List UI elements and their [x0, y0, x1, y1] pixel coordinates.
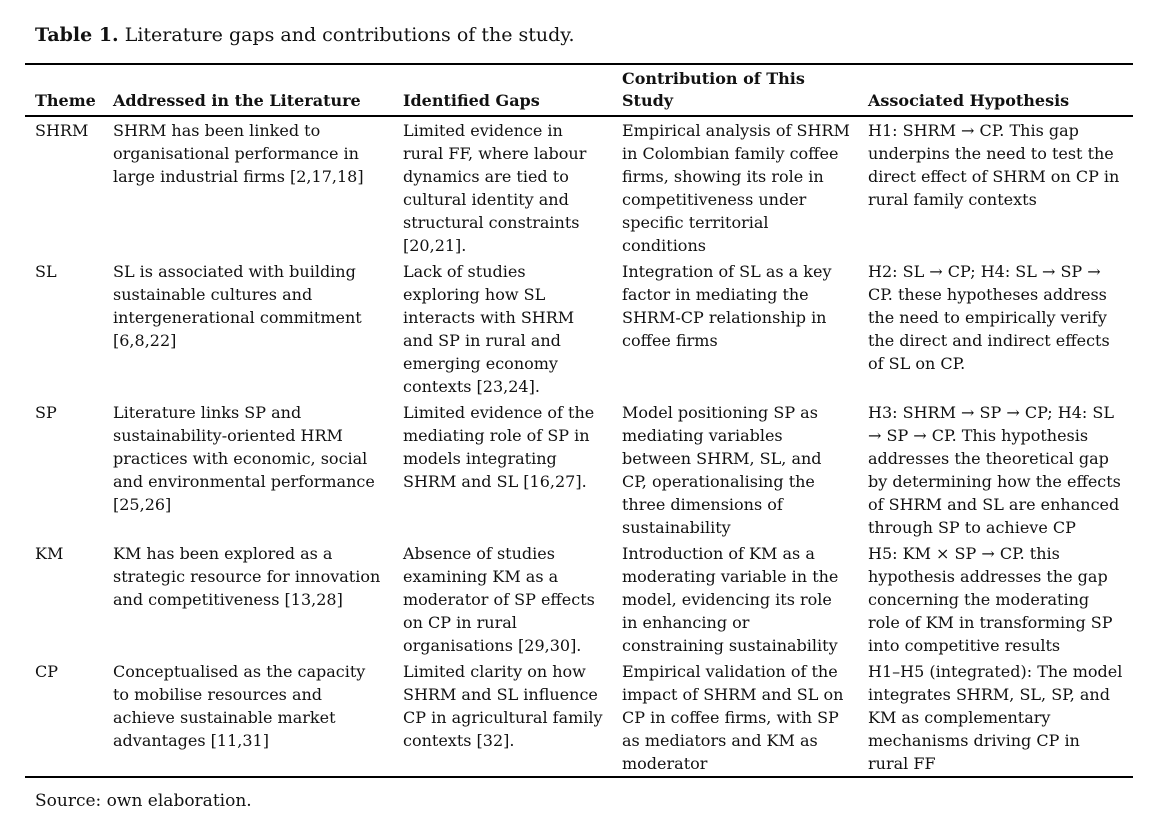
table-row-km: KM KM has been explored as a strategic r…	[25, 540, 1133, 658]
column-header-theme: Theme	[25, 64, 103, 117]
cell-theme: CP	[35, 662, 59, 681]
cell-theme: SHRM	[35, 121, 89, 140]
cell-contribution: Empirical analysis of SHRM in Colombian …	[622, 121, 850, 255]
column-header-gaps: Identified Gaps	[393, 64, 612, 117]
cell-gaps: Lack of studies exploring how SL interac…	[403, 262, 575, 396]
column-header-contribution: Contribution of This Study	[612, 64, 858, 117]
table-caption-text: Literature gaps and contributions of the…	[118, 24, 575, 46]
cell-hypothesis: H3: SHRM → SP → CP; H4: SL → SP → CP. Th…	[868, 403, 1121, 537]
table-header-row: Theme Addressed in the Literature Identi…	[25, 64, 1133, 117]
cell-hypothesis: H1: SHRM → CP. This gap underpins the ne…	[868, 121, 1120, 209]
source-note: Source: own elaboration.	[35, 791, 252, 811]
cell-addressed: Literature links SP and sustainability-o…	[113, 403, 375, 514]
table-row-sl: SL SL is associated with building sustai…	[25, 258, 1133, 399]
cell-addressed: KM has been explored as a strategic reso…	[113, 544, 381, 609]
cell-contribution: Empirical validation of the impact of SH…	[622, 662, 844, 773]
cell-addressed: Conceptualised as the capacity to mobili…	[113, 662, 366, 750]
cell-theme: KM	[35, 544, 64, 563]
table-caption-label: Table 1.	[35, 24, 119, 46]
cell-contribution: Introduction of KM as a moderating varia…	[622, 544, 839, 655]
column-header-addressed: Addressed in the Literature	[103, 64, 393, 117]
cell-theme: SL	[35, 262, 57, 281]
column-header-hypothesis: Associated Hypothesis	[858, 64, 1133, 117]
table-row-cp: CP Conceptualised as the capacity to mob…	[25, 658, 1133, 777]
cell-gaps: Limited clarity on how SHRM and SL influ…	[403, 662, 603, 750]
cell-theme: SP	[35, 403, 57, 422]
literature-gaps-table: Theme Addressed in the Literature Identi…	[25, 63, 1133, 778]
cell-hypothesis: H5: KM × SP → CP. this hypothesis addres…	[868, 544, 1113, 655]
cell-hypothesis: H2: SL → CP; H4: SL → SP → CP. these hyp…	[868, 262, 1110, 373]
table-row-shrm: SHRM SHRM has been linked to organisatio…	[25, 116, 1133, 258]
table-caption: Table 1. Literature gaps and contributio…	[35, 22, 1133, 48]
cell-gaps: Absence of studies examining KM as a mod…	[403, 544, 595, 655]
cell-addressed: SL is associated with building sustainab…	[113, 262, 362, 350]
cell-addressed: SHRM has been linked to organisational p…	[113, 121, 364, 186]
cell-contribution: Integration of SL as a key factor in med…	[622, 262, 832, 350]
cell-contribution: Model positioning SP as mediating variab…	[622, 403, 822, 537]
cell-gaps: Limited evidence of the mediating role o…	[403, 403, 595, 491]
cell-hypothesis: H1–H5 (integrated): The model integrates…	[868, 662, 1123, 773]
table-row-sp: SP Literature links SP and sustainabilit…	[25, 399, 1133, 540]
cell-gaps: Limited evidence in rural FF, where labo…	[403, 121, 587, 255]
